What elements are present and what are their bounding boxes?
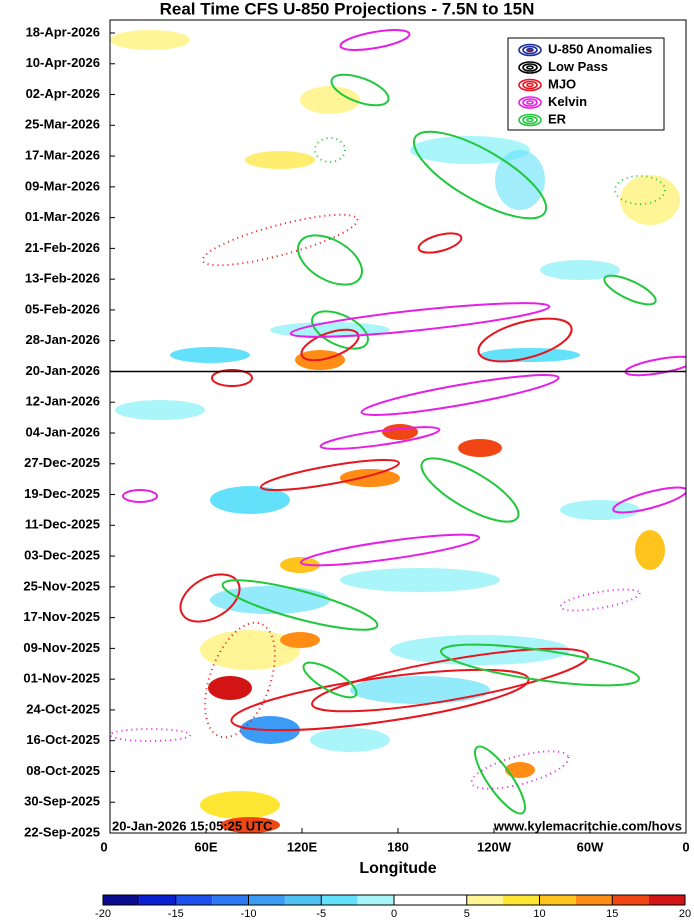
- field: [110, 29, 686, 833]
- y-tick-label: 17-Mar-2026: [25, 148, 100, 163]
- x-axis-label: Longitude: [359, 860, 436, 877]
- colorbar-swatch: [430, 895, 467, 905]
- y-tick-label: 08-Oct-2025: [26, 763, 100, 778]
- y-tick-label: 27-Dec-2025: [24, 455, 100, 470]
- y-tick-label: 22-Sep-2025: [24, 824, 100, 839]
- y-tick-label: 10-Apr-2026: [26, 55, 100, 70]
- legend-icon: [518, 113, 542, 127]
- x-tick-label: 0: [682, 839, 689, 854]
- x-tick-label: 180: [387, 839, 409, 854]
- y-tick-label: 04-Jan-2026: [26, 424, 100, 439]
- colorbar-tick-label: 5: [464, 908, 470, 920]
- y-tick-label: 21-Feb-2026: [25, 240, 100, 255]
- colorbar-swatch: [139, 895, 176, 905]
- colorbar-swatch: [394, 895, 431, 905]
- colorbar-swatch: [575, 895, 613, 905]
- y-tick-label: 30-Sep-2025: [24, 794, 100, 809]
- y-tick-label: 01-Nov-2025: [23, 671, 100, 686]
- y-tick-label: 17-Nov-2025: [23, 609, 100, 624]
- x-tick-label: 0: [100, 839, 107, 854]
- colorbar-swatch: [284, 895, 322, 905]
- source: www.kylemacritchie.com/hovs: [493, 818, 682, 833]
- x-tick-label: 60E: [194, 839, 217, 854]
- x-tick-label: 60W: [577, 839, 604, 854]
- y-tick-label: 09-Nov-2025: [23, 640, 100, 655]
- legend-icon: [526, 47, 534, 53]
- colorbar-tick-label: -10: [241, 908, 257, 920]
- y-tick-label: 24-Oct-2025: [26, 701, 100, 716]
- legend-icon: [526, 100, 534, 105]
- legend-icon: [522, 45, 538, 55]
- legend-label: U-850 Anomalies: [548, 41, 652, 56]
- x-tick-label: 120E: [287, 839, 318, 854]
- colorbar-swatch: [612, 895, 649, 905]
- legend-icon: [522, 63, 538, 72]
- legend-icon: [522, 80, 538, 90]
- colorbar-tick-label: -5: [316, 908, 326, 920]
- legend-label: MJO: [548, 76, 576, 91]
- y-tick-label: 11-Dec-2025: [25, 517, 100, 532]
- colorbar-swatch: [103, 895, 140, 905]
- y-tick-label: 20-Jan-2026: [26, 363, 100, 378]
- y-tick-label: 25-Mar-2026: [25, 117, 100, 132]
- colorbar-swatch: [212, 895, 249, 905]
- colorbar-swatch: [321, 895, 358, 905]
- y-tick-label: 28-Jan-2026: [26, 332, 100, 347]
- colorbar-tick-label: 15: [606, 908, 618, 920]
- colorbar-tick-label: 10: [533, 908, 545, 920]
- legend-icon: [518, 96, 542, 109]
- legend-label: Low Pass: [548, 59, 608, 74]
- colorbar-tick-label: -20: [95, 908, 111, 920]
- colorbar-swatch: [503, 895, 540, 905]
- y-tick-label: 19-Dec-2025: [24, 486, 100, 501]
- legend-icon: [522, 115, 538, 125]
- y-tick-label: 12-Jan-2026: [26, 394, 100, 409]
- legend-icon: [526, 65, 534, 70]
- legend-icon: [518, 78, 542, 92]
- colorbar-tick-label: -15: [168, 908, 184, 920]
- colorbar-tick-label: 20: [679, 908, 691, 920]
- colorbar-swatch: [175, 895, 213, 905]
- y-tick-label: 09-Mar-2026: [25, 178, 100, 193]
- colorbar-swatch: [248, 895, 285, 905]
- timestamp: 20-Jan-2026 15:05:25 UTC: [112, 818, 273, 833]
- y-tick-label: 02-Apr-2026: [26, 86, 100, 101]
- y-tick-label: 25-Nov-2025: [23, 578, 100, 593]
- y-tick-label: 03-Dec-2025: [24, 548, 100, 563]
- legend-icon: [518, 61, 542, 74]
- y-tick-label: 05-Feb-2026: [25, 301, 100, 316]
- colorbar-swatch: [539, 895, 576, 905]
- y-tick-label: 13-Feb-2026: [25, 271, 100, 286]
- legend-label: ER: [548, 111, 567, 126]
- colorbar-swatch: [648, 895, 685, 905]
- legend-icon: [526, 117, 534, 123]
- y-tick-label: 16-Oct-2025: [26, 732, 100, 747]
- y-tick-label: 18-Apr-2026: [26, 24, 100, 39]
- legend-label: Kelvin: [548, 94, 587, 109]
- x-tick-label: 120W: [477, 839, 512, 854]
- legend-icon: [518, 43, 542, 57]
- chart-title: Real Time CFS U-850 Projections - 7.5N t…: [160, 0, 535, 18]
- legend-icon: [522, 98, 538, 107]
- legend-icon: [526, 82, 534, 88]
- y-tick-label: 01-Mar-2026: [25, 209, 100, 224]
- colorbar-tick-label: 0: [391, 908, 397, 920]
- colorbar-swatch: [466, 895, 504, 905]
- colorbar-swatch: [357, 895, 394, 905]
